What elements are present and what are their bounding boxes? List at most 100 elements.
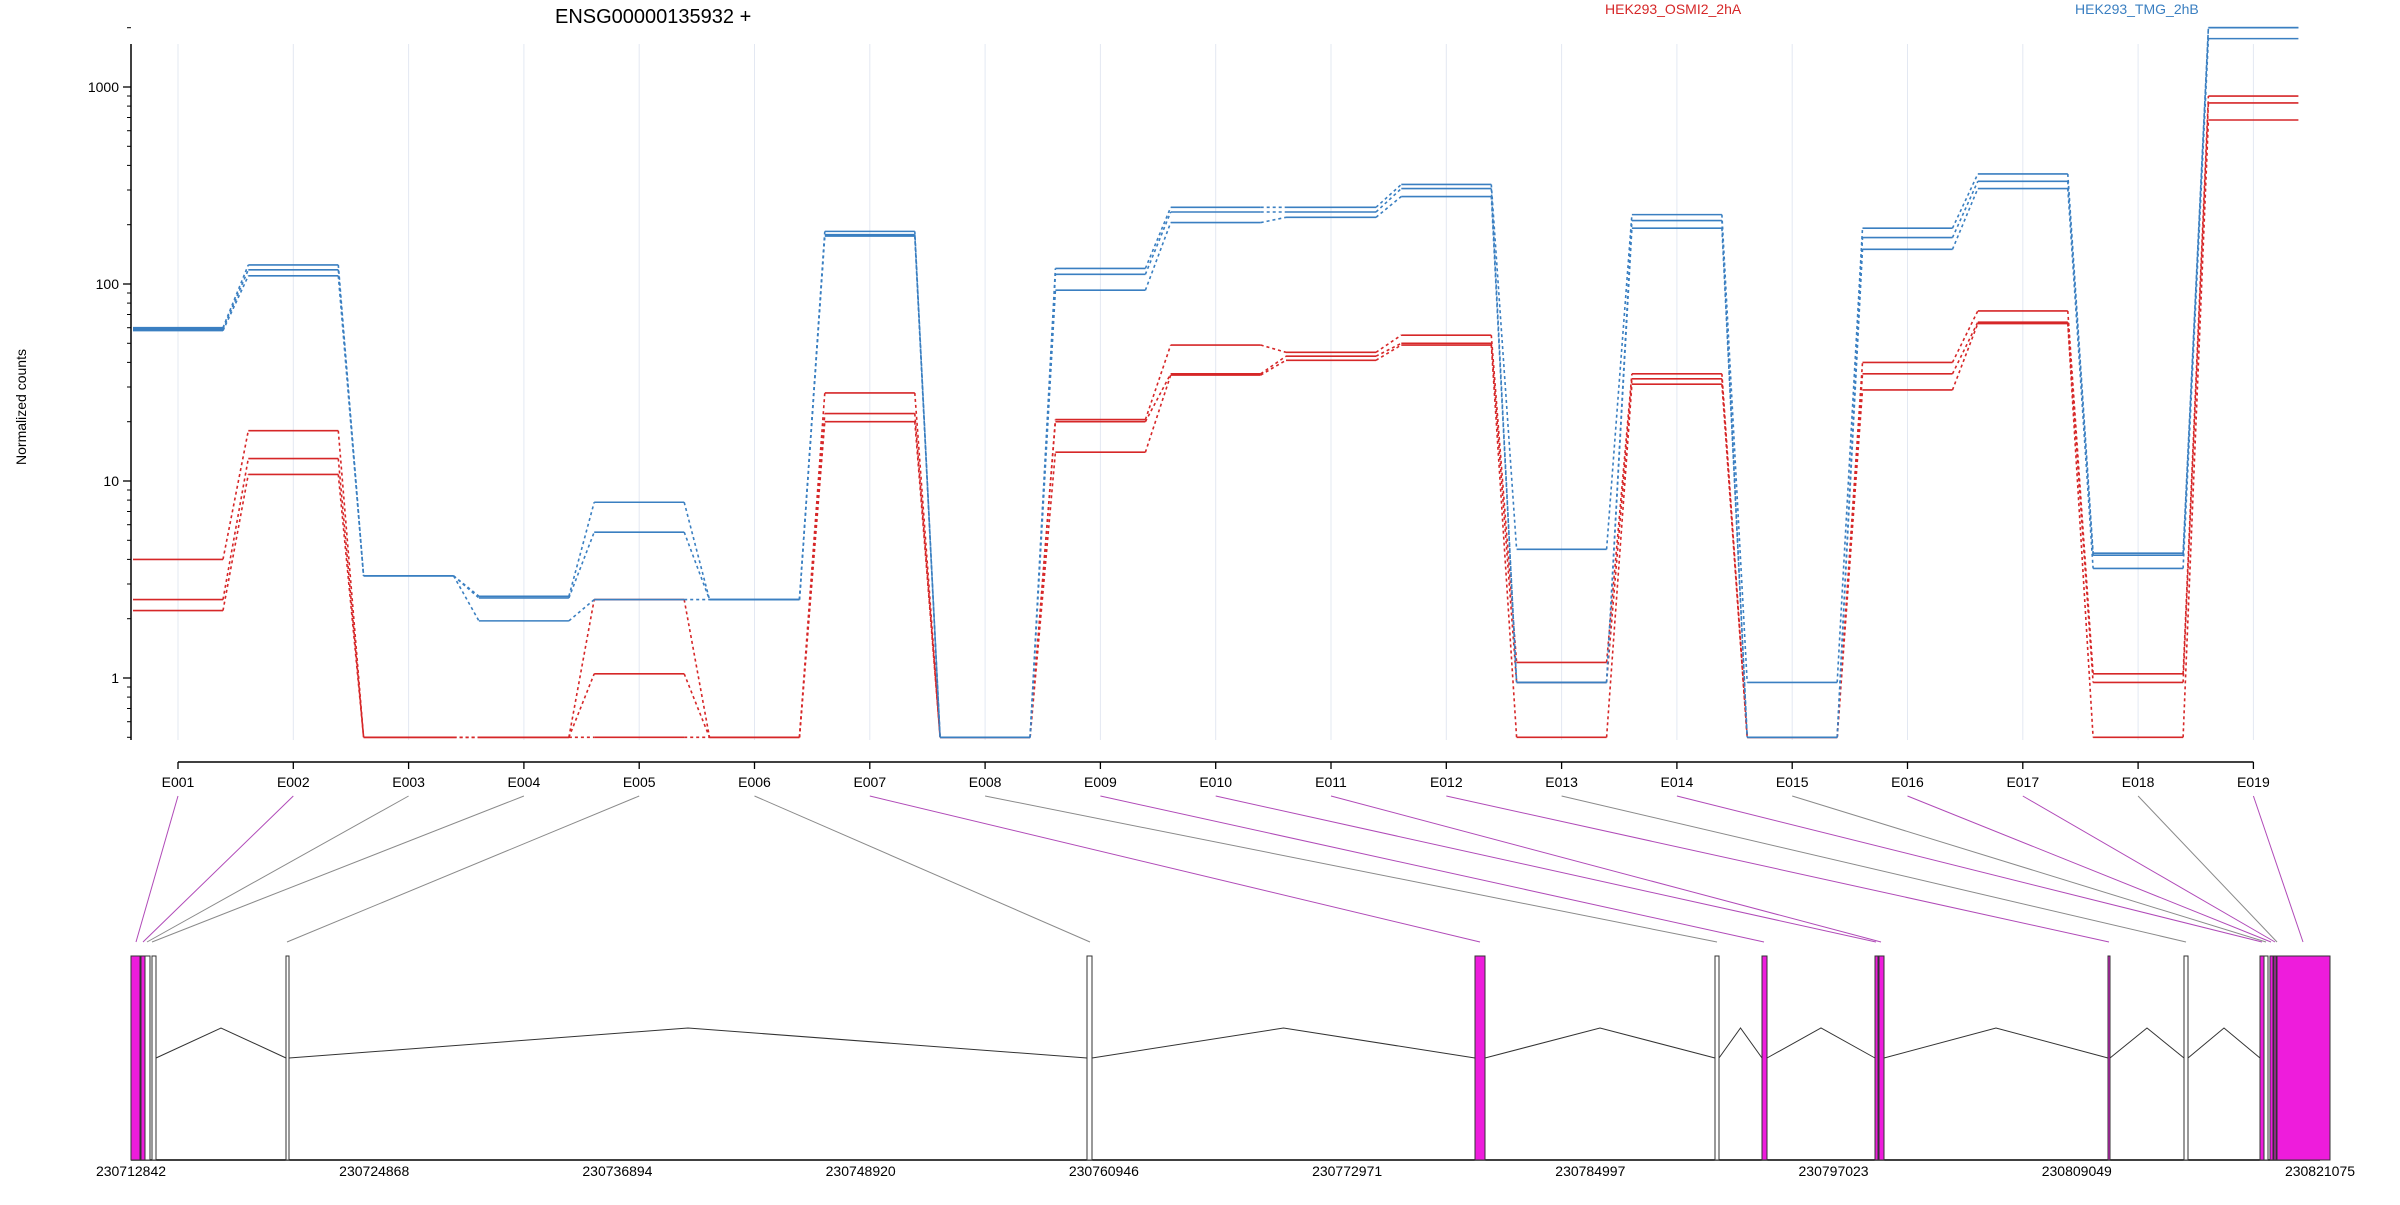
connector-E012 <box>1446 795 2110 943</box>
connector-E019 <box>2252 795 2304 943</box>
intron <box>2187 1027 2261 1059</box>
series-lines <box>133 26 2299 739</box>
transition <box>1490 184 1518 550</box>
transition <box>2067 322 2094 683</box>
connector-E013 <box>1561 795 2187 943</box>
connector-E010 <box>1215 795 1877 943</box>
connector-E018 <box>2137 795 2278 943</box>
exon-E008 <box>1714 955 1720 1161</box>
transition <box>1029 274 1057 738</box>
x-tick-label-E016: E016 <box>1891 774 1924 790</box>
exon-E005 <box>285 955 290 1161</box>
transition <box>1144 207 1172 269</box>
transition <box>337 275 365 576</box>
transition <box>1375 183 1402 208</box>
transition <box>1836 228 1864 683</box>
transition <box>1144 373 1172 423</box>
exon-E010 <box>1874 955 1879 1161</box>
connector-E016 <box>1907 795 2272 943</box>
intron <box>2109 1027 2185 1059</box>
transition <box>337 264 365 576</box>
intron <box>1718 1027 1763 1059</box>
transition <box>1490 188 1518 683</box>
genomic-position-label: 230712842 <box>96 1163 166 1179</box>
exon-E012 <box>2107 955 2111 1161</box>
x-tick-label-E009: E009 <box>1084 774 1117 790</box>
genomic-position-label: 230724868 <box>339 1163 409 1179</box>
transition <box>1951 323 1979 391</box>
transition <box>222 275 250 331</box>
transition <box>222 269 250 330</box>
transition <box>453 575 480 599</box>
y-tick-label: 1 <box>111 670 119 686</box>
transition <box>683 673 711 738</box>
x-tick-label-E010: E010 <box>1199 774 1232 790</box>
transition <box>222 264 250 329</box>
transition <box>1144 374 1172 453</box>
transition <box>1605 378 1633 683</box>
transition <box>1375 344 1402 361</box>
genomic-position-label: 230821075 <box>2285 1163 2355 1179</box>
transition <box>222 430 250 560</box>
connector-E007 <box>869 795 1481 943</box>
chart-title: ENSG00000135932 + <box>555 6 751 28</box>
series-2 <box>133 26 2299 739</box>
transition <box>1260 355 1287 375</box>
transition <box>914 413 941 738</box>
transition <box>2182 102 2210 683</box>
transition <box>1721 228 1748 738</box>
transition <box>798 421 826 738</box>
x-tick-label-E014: E014 <box>1661 774 1694 790</box>
genomic-position-label: 230736894 <box>582 1163 652 1179</box>
transition <box>1605 214 1633 550</box>
x-tick-label-E018: E018 <box>2122 774 2155 790</box>
transition <box>683 502 711 600</box>
x-tick-label-E019: E019 <box>2237 774 2270 790</box>
connector-E003 <box>146 795 409 943</box>
genomic-position-label: 230797023 <box>1799 1163 1869 1179</box>
connector-E009 <box>1100 795 1765 943</box>
x-tick-label-E006: E006 <box>738 774 771 790</box>
connector-E015 <box>1792 795 2267 943</box>
transition <box>1951 173 1979 229</box>
intron <box>288 1027 1088 1059</box>
transition <box>568 502 595 597</box>
transition <box>683 531 711 600</box>
transition <box>568 599 595 738</box>
genomic-position-label: 230748920 <box>826 1163 896 1179</box>
y-tick-label: 1000 <box>88 79 119 95</box>
transition <box>1375 195 1402 218</box>
transition <box>1144 211 1172 275</box>
connector-E004 <box>151 795 525 943</box>
connector-E002 <box>142 795 294 943</box>
transition <box>1375 334 1402 353</box>
transition <box>452 575 480 622</box>
x-tick-label-E004: E004 <box>508 774 541 790</box>
exon-E003 <box>144 955 151 1161</box>
transition <box>2067 323 2094 738</box>
legend-series-1: HEK293_OSMI2_2hA <box>1605 1 1742 17</box>
exon-E002 <box>140 955 146 1161</box>
exon-E009 <box>1761 955 1768 1161</box>
exon-E019 <box>2276 955 2331 1161</box>
exon-E014 <box>2259 955 2265 1161</box>
transition <box>1375 342 1402 357</box>
x-tick-label-E013: E013 <box>1545 774 1578 790</box>
transition <box>1605 228 1633 683</box>
x-tick-label-E001: E001 <box>162 774 195 790</box>
exon-E015 <box>2263 955 2269 1161</box>
x-tick-label-E008: E008 <box>969 774 1002 790</box>
gene-model: 230712842 230724868 230736894 230748920 2307… <box>96 955 2355 1179</box>
y-tick-label: 100 <box>96 276 120 292</box>
x-tick-label-E005: E005 <box>623 774 656 790</box>
transition <box>2182 38 2210 569</box>
exon-E007 <box>1474 955 1486 1161</box>
x-tick-label-E011: E011 <box>1315 774 1347 790</box>
exon-E013 <box>2183 955 2189 1161</box>
transition <box>1605 384 1633 738</box>
transition <box>568 673 595 738</box>
transition <box>1260 359 1287 376</box>
exon-connectors <box>135 795 2304 943</box>
